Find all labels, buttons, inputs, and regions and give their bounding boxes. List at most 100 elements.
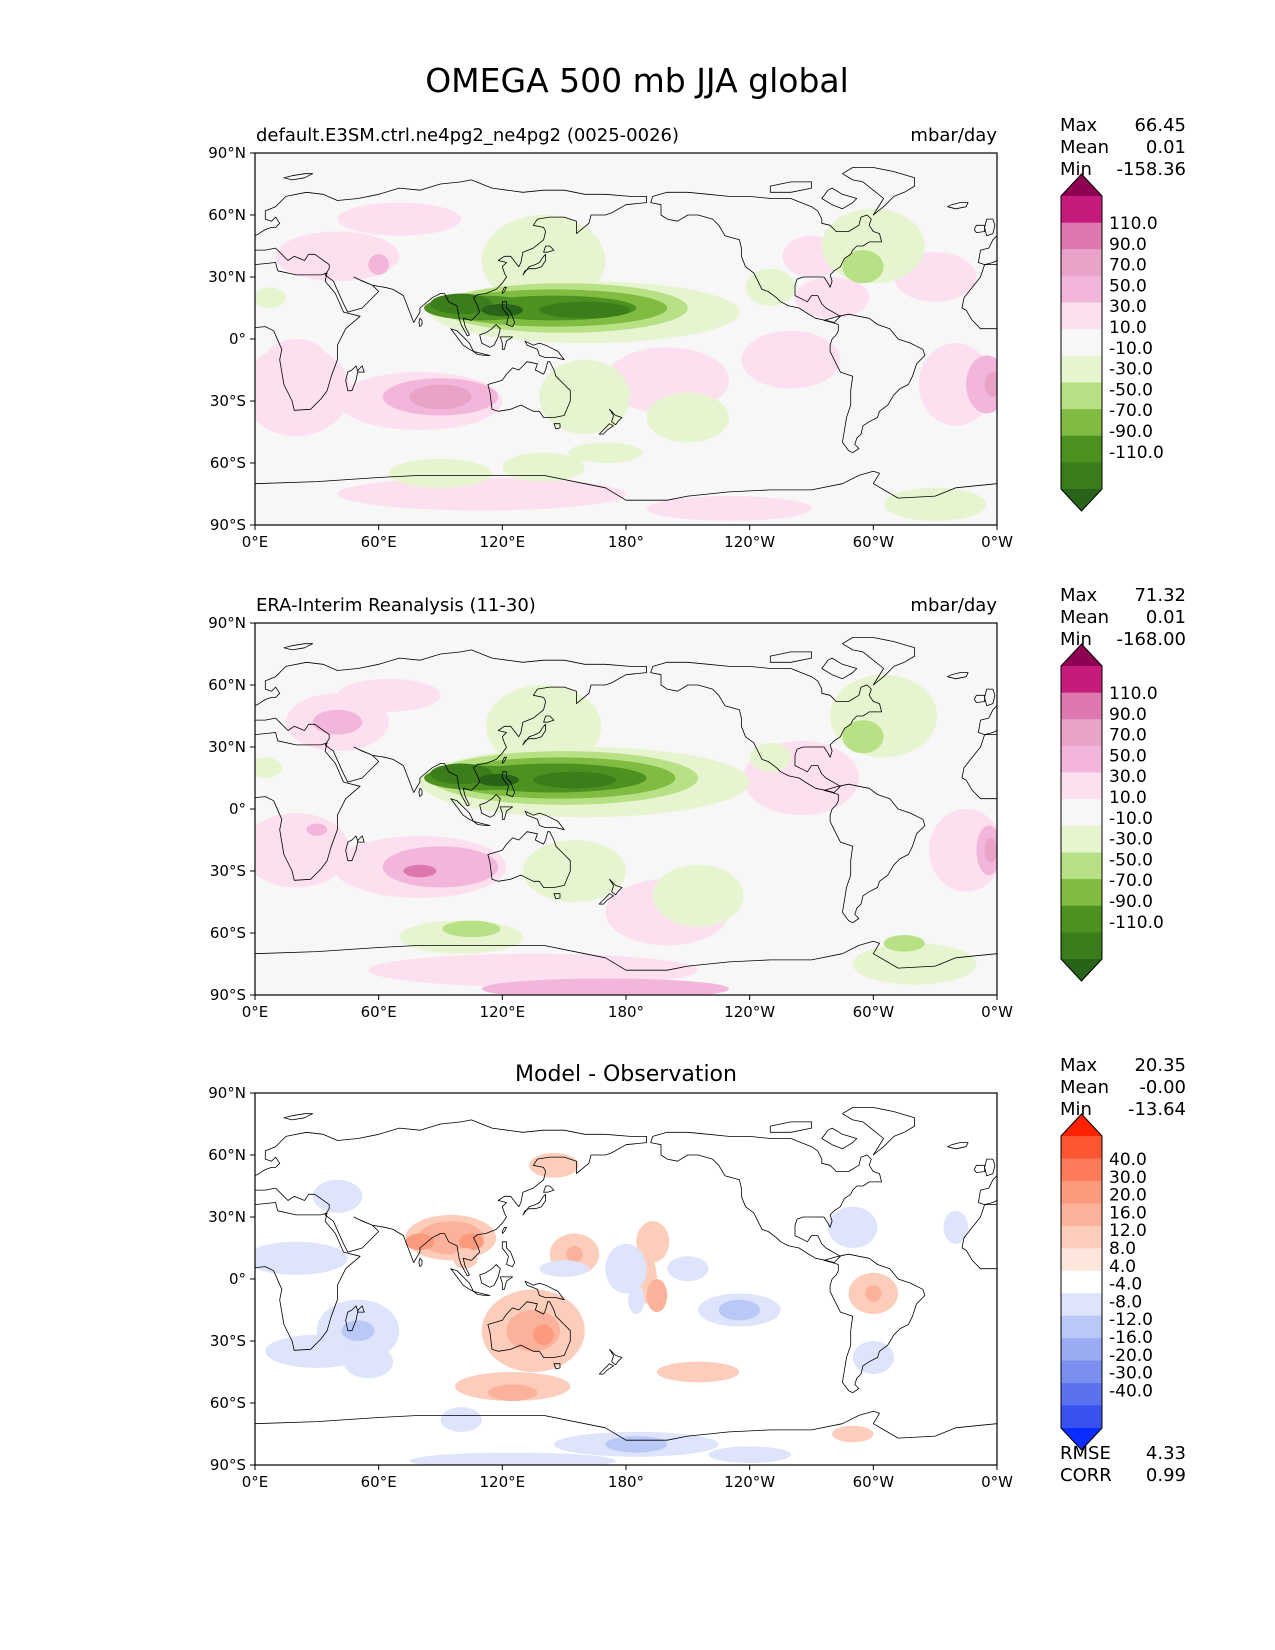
coastline [823,313,926,454]
contour-region [842,720,884,754]
contour-region [529,1152,579,1178]
contour-region [667,1256,709,1282]
colorbar-label: 70.0 [1109,726,1147,746]
lat-tick-label: 90°S [210,1456,246,1474]
coastline [501,1241,516,1268]
contour-region [312,709,363,735]
coastline [345,365,365,392]
contour-region [533,1324,554,1346]
colorbar-label: -16.0 [1109,1328,1153,1348]
contour-region [984,837,997,863]
contour-region [403,864,437,878]
coastline [821,657,858,680]
stat-value: -0.00 [1139,1077,1186,1098]
coastline [501,286,507,294]
coastline [769,1121,812,1133]
coastline [345,835,365,862]
lon-tick-label: 120°W [724,1473,775,1491]
lon-tick-label: 120°E [480,533,526,551]
stat-label: Min [1060,159,1092,180]
coastline [973,224,985,233]
colorbar-label: 8.0 [1109,1239,1136,1259]
colorbar-label: -4.0 [1109,1275,1142,1295]
contour-region [566,1245,583,1263]
contour-region [605,1243,647,1294]
coastline [543,715,555,723]
contour-region [827,1206,878,1248]
colorbar-label: -20.0 [1109,1346,1153,1366]
coastline [947,672,969,680]
contour-region [741,330,841,389]
contour-region [718,1299,760,1321]
contour-region [388,458,493,488]
colorbar-bin [1061,1158,1102,1182]
coastline [842,637,915,686]
coastline [255,732,361,881]
colorbar-extend-min [1061,959,1102,981]
lon-tick-label: 0°E [242,1003,269,1021]
contour-region [292,823,342,857]
colorbar-label: 30.0 [1109,1168,1147,1188]
colorbar-bin [1061,1360,1102,1384]
colorbar-bin [1061,355,1102,383]
contour-region [459,1233,484,1251]
panel-title: Model - Observation [515,1062,737,1087]
colorbar-bin [1061,329,1102,357]
colorbar-bin [1061,719,1102,747]
colorbar-bin [1061,1270,1102,1294]
contour-region [337,202,462,236]
lon-tick-label: 0°W [981,533,1013,551]
lat-tick-label: 90°N [208,614,246,632]
colorbar-extend-max [1061,1114,1102,1136]
contour-region [502,452,585,482]
colorbar-bin [1061,772,1102,800]
stat-label: Max [1060,115,1098,136]
coastline [553,893,561,900]
stat-value: 71.32 [1134,585,1186,606]
coastline [499,1276,514,1290]
lon-tick-label: 120°E [480,1473,526,1491]
lat-tick-label: 90°S [210,516,246,534]
units-label: mbar/day [910,125,997,146]
colorbar-label: 4.0 [1109,1257,1136,1277]
contour-region [568,442,643,463]
coastline [973,1164,985,1173]
lat-tick-label: 30°S [210,1332,246,1350]
colorbar-bin [1061,1225,1102,1249]
coastline [823,783,926,924]
stat-value: 66.45 [1134,115,1186,136]
coastline [524,340,565,361]
lon-tick-label: 180° [608,1473,644,1491]
map-reference: 90°N 60°N 30°N 0° 30°S 60°S 90°S0°E 60°E 120°E 18… [208,614,1013,1021]
coastline [609,1348,623,1366]
colorbar-bin [1061,302,1102,330]
colorbar-label: 50.0 [1109,276,1147,296]
lat-tick-label: 60°N [208,206,246,224]
panel-diff: 90°N 60°N 30°N 0° 30°S 60°S 90°S0°E 60°E 120°E 18… [208,1055,1186,1491]
colorbar-bin [1061,409,1102,437]
coastline [543,245,555,253]
contour-region [852,943,977,985]
lon-tick-label: 0°W [981,1473,1013,1491]
contour-region [646,392,730,443]
stat-label: Max [1060,1055,1098,1076]
panel-title: default.E3SM.ctrl.ne4pg2_ne4pg2 (0025-00… [256,125,679,146]
colorbar-label: 40.0 [1109,1150,1147,1170]
contour-region [255,757,282,778]
colorbar-bin [1061,196,1102,224]
colorbar-extend-min [1061,489,1102,511]
coastline [450,798,474,822]
coastline [283,643,314,651]
colorbar-label: -30.0 [1109,1364,1153,1384]
coastline [522,1193,547,1216]
map-diff: 90°N 60°N 30°N 0° 30°S 60°S 90°S0°E 60°E 120°E 18… [208,1084,1013,1491]
contour-region [487,1384,538,1401]
contour-region [430,293,493,315]
footer-stat-label: CORR [1060,1465,1112,1486]
coastline [598,423,615,435]
lon-tick-label: 60°W [853,1003,895,1021]
colorbar-bin [1061,852,1102,880]
lat-tick-label: 90°N [208,144,246,162]
colorbar: 110.090.070.050.030.010.0-10.0-30.0-50.0… [1060,643,1164,982]
contour-region [656,1361,740,1383]
